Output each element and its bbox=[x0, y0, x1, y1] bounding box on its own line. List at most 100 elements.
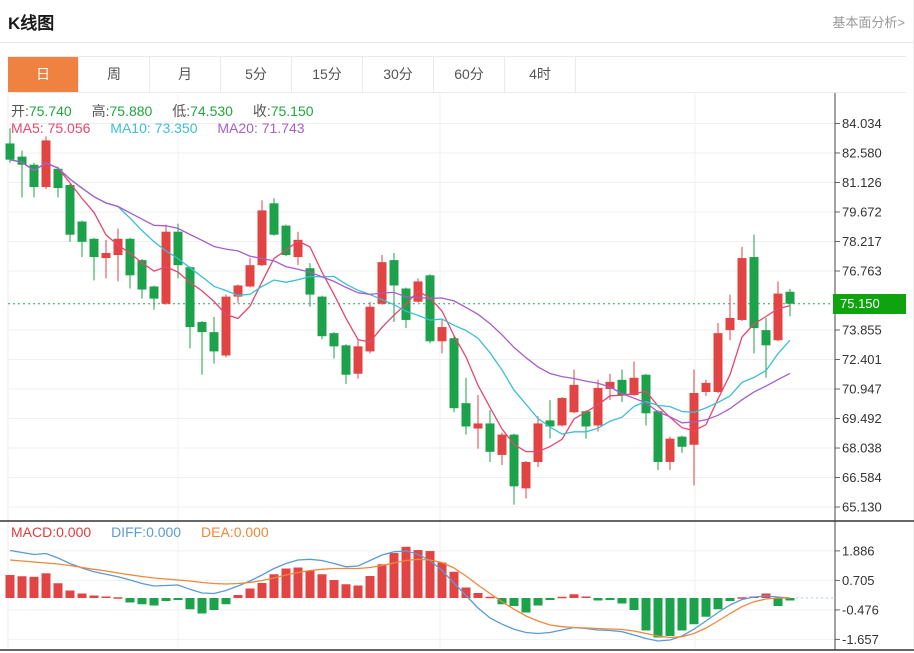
macd-axis-label: 0.705 bbox=[842, 573, 875, 588]
candle-body bbox=[173, 231, 183, 266]
candle-body bbox=[329, 333, 339, 347]
candle-body bbox=[617, 379, 627, 396]
period-tab-bar: 日 周 月 5分 15分 30分 60分 4时 bbox=[8, 56, 906, 93]
candle-body bbox=[389, 260, 399, 286]
candle-body bbox=[5, 143, 15, 160]
diff-line bbox=[9, 549, 791, 642]
macd-bar bbox=[125, 598, 135, 603]
macd-bar bbox=[437, 562, 447, 598]
tab-15min[interactable]: 15分 bbox=[292, 57, 363, 92]
macd-bar bbox=[317, 574, 327, 598]
macd-bar bbox=[41, 573, 51, 598]
macd-bar bbox=[353, 585, 363, 598]
ma-legend: MA5: 75.056 MA10: 73.350 MA20: 71.743 bbox=[11, 120, 321, 136]
macd-bar bbox=[593, 598, 603, 601]
ma5-line bbox=[9, 159, 791, 453]
fundamental-analysis-link[interactable]: 基本面分析> bbox=[832, 15, 905, 30]
candle-body bbox=[77, 221, 87, 242]
candle-body bbox=[653, 411, 663, 462]
price-axis-label: 69.492 bbox=[842, 411, 882, 426]
tab-week[interactable]: 周 bbox=[79, 57, 150, 92]
macd-axis-label: -1.657 bbox=[842, 632, 879, 647]
ma20-value: 71.743 bbox=[261, 120, 305, 136]
price-axis-label: 79.672 bbox=[842, 204, 882, 219]
dea-value: 0.000 bbox=[233, 524, 269, 540]
candle-body bbox=[461, 403, 471, 427]
candle-body bbox=[221, 296, 231, 356]
macd-bar bbox=[293, 567, 303, 598]
candle-body bbox=[341, 345, 351, 375]
candle-body bbox=[629, 377, 639, 396]
macd-bar bbox=[161, 598, 171, 601]
macd-bar bbox=[77, 593, 87, 598]
macd-bar bbox=[185, 598, 195, 610]
candle-body bbox=[689, 393, 699, 445]
macd-bar bbox=[389, 553, 399, 598]
tab-60min[interactable]: 60分 bbox=[434, 57, 505, 92]
low-value: 74.530 bbox=[190, 103, 233, 119]
candle-body bbox=[305, 268, 315, 295]
macd-bar bbox=[521, 598, 531, 613]
price-axis-label: 66.584 bbox=[842, 470, 882, 485]
macd-bar bbox=[533, 598, 543, 606]
candle-body bbox=[125, 238, 135, 276]
price-axis-label: 68.038 bbox=[842, 441, 882, 456]
price-axis-label: 84.034 bbox=[842, 116, 882, 131]
candle-body bbox=[209, 332, 219, 352]
candle-body bbox=[677, 436, 687, 447]
tab-30min[interactable]: 30分 bbox=[363, 57, 434, 92]
tab-day[interactable]: 日 bbox=[8, 57, 79, 92]
ma5-value: 75.056 bbox=[47, 120, 91, 136]
candle-body bbox=[641, 374, 651, 414]
tab-5min[interactable]: 5分 bbox=[221, 57, 292, 92]
macd-bar bbox=[629, 598, 639, 610]
macd-bar bbox=[557, 596, 567, 599]
macd-bar bbox=[725, 598, 735, 601]
macd-legend: MACD:0.000 DIFF:0.000 DEA:0.000 bbox=[11, 524, 285, 540]
candle-body bbox=[53, 168, 63, 189]
candle-body bbox=[185, 267, 195, 328]
macd-label: MACD: bbox=[11, 524, 57, 540]
dea-line bbox=[9, 558, 790, 639]
tab-month[interactable]: 月 bbox=[150, 57, 221, 92]
macd-bar bbox=[149, 598, 159, 606]
page-title: K线图 bbox=[8, 14, 55, 33]
candle-body bbox=[113, 238, 123, 256]
macd-bar bbox=[653, 598, 663, 638]
macd-bar bbox=[665, 598, 675, 636]
kline-chart[interactable]: 84.034 82.580 81.126 79.672 78.217 76.763 73.8… bbox=[0, 93, 914, 653]
candle-body bbox=[665, 438, 675, 462]
macd-bar bbox=[425, 551, 435, 598]
macd-bar bbox=[305, 570, 315, 598]
ma5-label: MA5: bbox=[11, 120, 44, 136]
macd-bar bbox=[365, 576, 375, 598]
macd-bar bbox=[413, 550, 423, 598]
candle-body bbox=[233, 285, 243, 297]
macd-bar bbox=[137, 598, 147, 605]
macd-bar bbox=[257, 583, 267, 598]
macd-bar bbox=[377, 564, 387, 598]
price-axis-label: 73.855 bbox=[842, 323, 882, 338]
candle-body bbox=[713, 333, 723, 392]
tab-4hour[interactable]: 4时 bbox=[505, 57, 576, 92]
candle-body bbox=[257, 210, 267, 266]
macd-bar bbox=[281, 568, 291, 598]
diff-label: DIFF: bbox=[111, 524, 147, 540]
low-label: 低: bbox=[172, 103, 191, 119]
close-label: 收: bbox=[252, 103, 271, 119]
candle-body bbox=[725, 317, 735, 331]
open-label: 开: bbox=[11, 103, 29, 119]
macd-bar bbox=[737, 597, 747, 599]
macd-bar bbox=[245, 588, 255, 598]
chart-area: 84.034 82.580 81.126 79.672 78.217 76.763 73.8… bbox=[0, 93, 914, 653]
diff-value: 0.000 bbox=[146, 524, 182, 540]
macd-bar bbox=[581, 596, 591, 599]
macd-bar bbox=[617, 598, 627, 604]
macd-bar bbox=[341, 584, 351, 598]
price-axis-label: 78.217 bbox=[842, 234, 882, 249]
candle-body bbox=[581, 411, 591, 427]
price-axis-label: 82.580 bbox=[842, 145, 882, 160]
macd-bar bbox=[473, 593, 483, 598]
macd-axis-label: 1.886 bbox=[842, 543, 875, 558]
